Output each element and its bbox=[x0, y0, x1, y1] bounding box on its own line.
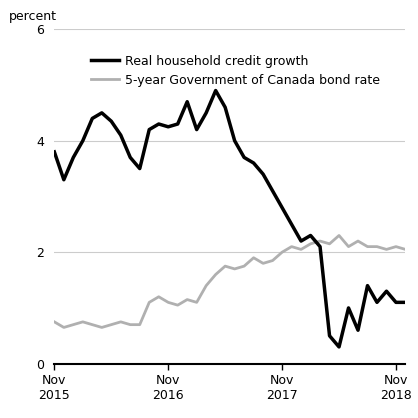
5-year Government of Canada bond rate bbox=[156, 294, 161, 299]
5-year Government of Canada bond rate bbox=[365, 244, 370, 249]
Real household credit growth bbox=[355, 328, 360, 333]
5-year Government of Canada bond rate bbox=[242, 264, 247, 269]
Real household credit growth bbox=[393, 300, 398, 305]
5-year Government of Canada bond rate bbox=[289, 244, 294, 249]
5-year Government of Canada bond rate bbox=[260, 261, 265, 266]
5-year Government of Canada bond rate bbox=[375, 244, 380, 249]
5-year Government of Canada bond rate bbox=[71, 322, 76, 327]
Real household credit growth bbox=[194, 127, 199, 132]
Real household credit growth bbox=[346, 306, 351, 311]
5-year Government of Canada bond rate bbox=[128, 322, 133, 327]
5-year Government of Canada bond rate bbox=[393, 244, 398, 249]
Real household credit growth bbox=[223, 105, 228, 110]
Real household credit growth bbox=[61, 177, 66, 182]
5-year Government of Canada bond rate bbox=[384, 247, 389, 252]
Real household credit growth bbox=[52, 149, 57, 154]
Real household credit growth bbox=[166, 124, 171, 129]
5-year Government of Canada bond rate bbox=[118, 319, 123, 324]
Real household credit growth bbox=[71, 155, 76, 160]
Real household credit growth bbox=[147, 127, 152, 132]
Real household credit growth bbox=[375, 300, 380, 305]
5-year Government of Canada bond rate bbox=[308, 241, 313, 246]
5-year Government of Canada bond rate bbox=[270, 258, 275, 263]
Real household credit growth bbox=[175, 122, 180, 127]
5-year Government of Canada bond rate bbox=[232, 266, 237, 271]
Real household credit growth bbox=[118, 133, 123, 138]
5-year Government of Canada bond rate bbox=[327, 241, 332, 246]
Real household credit growth bbox=[365, 283, 370, 288]
5-year Government of Canada bond rate bbox=[251, 255, 256, 260]
Real household credit growth bbox=[90, 116, 95, 121]
5-year Government of Canada bond rate bbox=[147, 300, 152, 305]
Real household credit growth bbox=[232, 138, 237, 143]
5-year Government of Canada bond rate bbox=[52, 319, 57, 324]
Real household credit growth bbox=[251, 161, 256, 166]
5-year Government of Canada bond rate bbox=[213, 272, 218, 277]
Real household credit growth bbox=[384, 289, 389, 294]
5-year Government of Canada bond rate bbox=[298, 247, 303, 252]
5-year Government of Canada bond rate bbox=[403, 247, 408, 252]
Real household credit growth bbox=[403, 300, 408, 305]
Real household credit growth bbox=[308, 233, 313, 238]
Legend: Real household credit growth, 5-year Government of Canada bond rate: Real household credit growth, 5-year Gov… bbox=[89, 52, 382, 89]
Real household credit growth bbox=[280, 205, 285, 210]
Real household credit growth bbox=[298, 239, 303, 244]
Real household credit growth bbox=[109, 119, 114, 124]
5-year Government of Canada bond rate bbox=[223, 264, 228, 269]
5-year Government of Canada bond rate bbox=[185, 297, 190, 302]
Real household credit growth bbox=[318, 244, 323, 249]
5-year Government of Canada bond rate bbox=[166, 300, 171, 305]
Real household credit growth bbox=[156, 122, 161, 127]
5-year Government of Canada bond rate bbox=[336, 233, 342, 238]
Real household credit growth bbox=[242, 155, 247, 160]
Text: percent: percent bbox=[9, 10, 57, 23]
Real household credit growth bbox=[289, 222, 294, 227]
Real household credit growth bbox=[204, 110, 209, 115]
5-year Government of Canada bond rate bbox=[137, 322, 142, 327]
Real household credit growth bbox=[327, 333, 332, 338]
Line: 5-year Government of Canada bond rate: 5-year Government of Canada bond rate bbox=[54, 235, 405, 327]
Real household credit growth bbox=[137, 166, 142, 171]
5-year Government of Canada bond rate bbox=[204, 283, 209, 288]
5-year Government of Canada bond rate bbox=[346, 244, 351, 249]
5-year Government of Canada bond rate bbox=[318, 239, 323, 244]
5-year Government of Canada bond rate bbox=[280, 250, 285, 255]
5-year Government of Canada bond rate bbox=[90, 322, 95, 327]
Real household credit growth bbox=[80, 138, 85, 143]
5-year Government of Canada bond rate bbox=[61, 325, 66, 330]
5-year Government of Canada bond rate bbox=[99, 325, 104, 330]
Real household credit growth bbox=[270, 189, 275, 194]
Real household credit growth bbox=[99, 110, 104, 115]
Real household credit growth bbox=[128, 155, 133, 160]
5-year Government of Canada bond rate bbox=[109, 322, 114, 327]
Real household credit growth bbox=[336, 344, 342, 349]
Real household credit growth bbox=[185, 99, 190, 104]
5-year Government of Canada bond rate bbox=[355, 239, 360, 244]
5-year Government of Canada bond rate bbox=[175, 303, 180, 308]
Real household credit growth bbox=[260, 172, 265, 177]
5-year Government of Canada bond rate bbox=[80, 319, 85, 324]
Line: Real household credit growth: Real household credit growth bbox=[54, 91, 405, 347]
Real household credit growth bbox=[213, 88, 218, 93]
5-year Government of Canada bond rate bbox=[194, 300, 199, 305]
